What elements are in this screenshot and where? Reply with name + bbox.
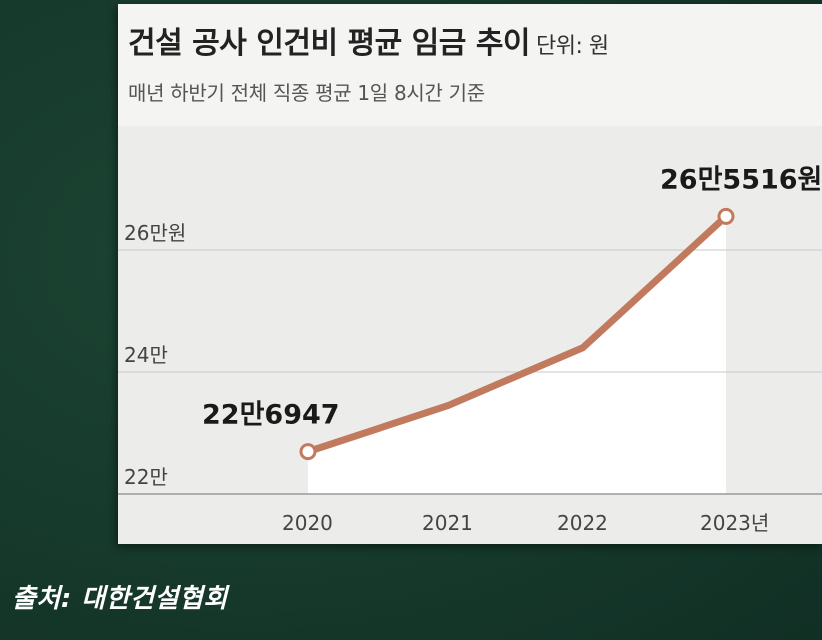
y-tick-label-2: 26만원 (124, 221, 186, 245)
x-tick-label-2: 2022 (557, 511, 608, 535)
chart-title-text: 건설 공사 인건비 평균 임금 추이 (128, 26, 531, 61)
chart-subtitle: 매년 하반기 전체 직종 평균 1일 8시간 기준 (128, 81, 485, 105)
chart-card: 건설 공사 인건비 평균 임금 추이 단위: 원 매년 하반기 전체 직종 평균 … (118, 4, 822, 544)
data-point-0 (299, 443, 317, 461)
y-tick-label-1: 24만 (124, 343, 168, 367)
x-tick-label-0: 2020 (282, 511, 333, 535)
data-label-0: 22만6947 (202, 400, 340, 431)
x-tick-label-1: 2021 (422, 511, 473, 535)
data-point-3 (717, 207, 735, 225)
chart-title: 건설 공사 인건비 평균 임금 추이 단위: 원 (128, 18, 609, 62)
x-tick-label-3: 2023년 (700, 511, 769, 535)
y-tick-label-0: 22만 (124, 465, 168, 489)
source-caption: 출처: 대한건설협회 (12, 584, 228, 614)
unit-label: 단위: 원 (536, 34, 609, 59)
area-fill (308, 216, 726, 494)
line-chart: 22만 24만 26만원 2020 2021 2022 2023년 22만6947 26만551… (118, 164, 822, 535)
series-line (304, 212, 730, 456)
data-label-3: 26만5516원 (660, 164, 822, 195)
